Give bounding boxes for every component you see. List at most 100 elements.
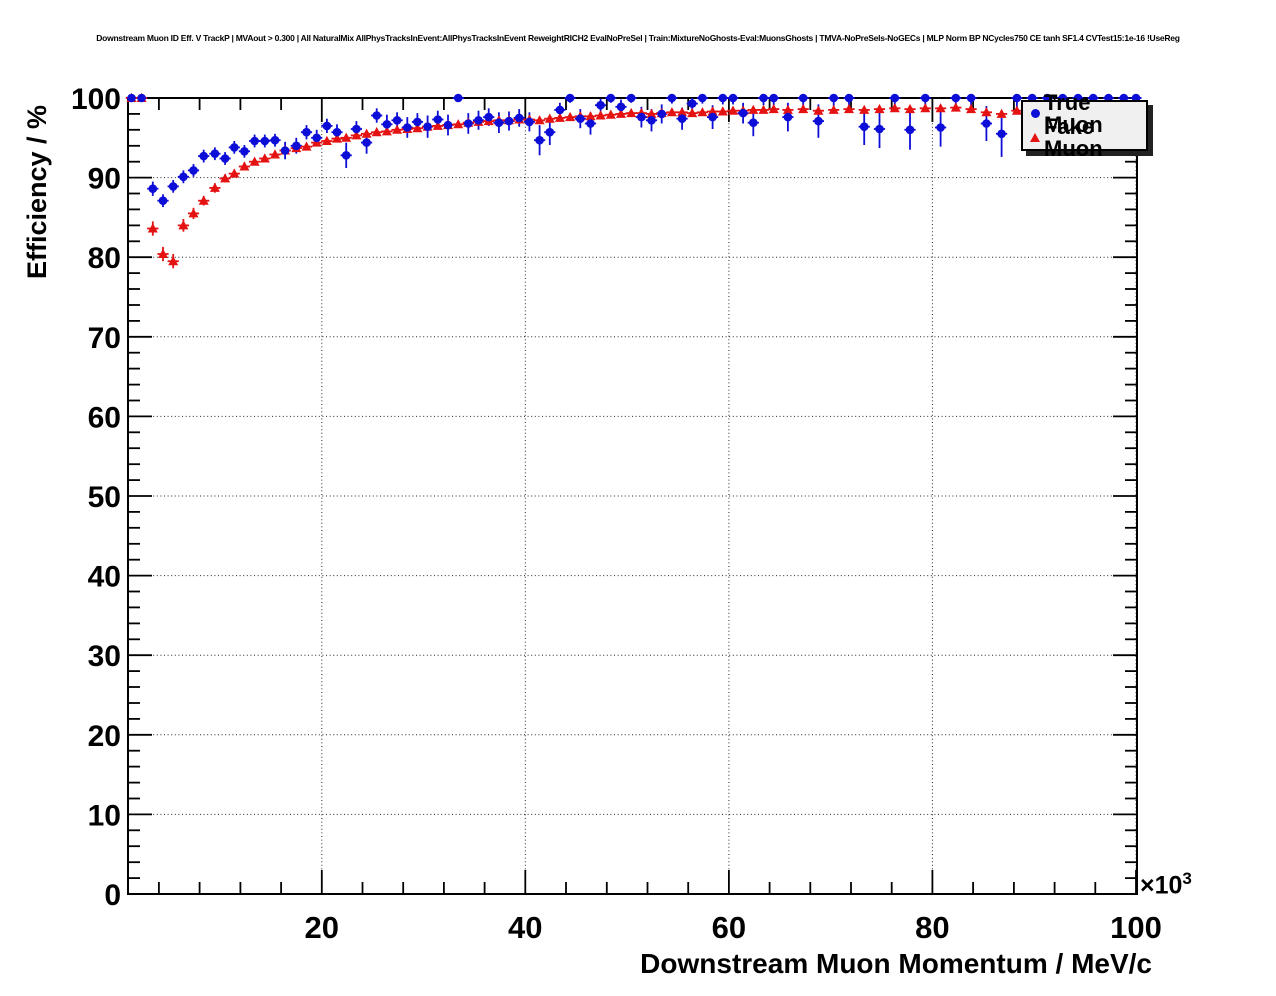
y-tick-label: 10 (88, 799, 121, 832)
fake-muon-point (626, 107, 637, 118)
true-muon-point (484, 112, 494, 122)
fake-muon-point (229, 168, 240, 178)
fake-muon-point (748, 104, 759, 114)
true-muon-point (403, 123, 412, 132)
true-muon-point (657, 109, 666, 119)
y-axis-title: Efficiency / % (22, 104, 52, 279)
true-muon-point (413, 117, 422, 127)
fake-muon-point (371, 127, 382, 137)
fake-muon-point (666, 107, 677, 117)
x-tick-label: 80 (915, 910, 949, 945)
y-tick-label: 40 (88, 561, 121, 594)
fake-muon-point (392, 124, 403, 134)
true-muon-point (382, 120, 392, 129)
true-muon-point (362, 138, 371, 147)
fake-muon-point (239, 161, 250, 171)
x-tick-label: 60 (712, 910, 746, 945)
true-muon-point (230, 143, 239, 152)
true-muon-point (936, 123, 945, 132)
fake-muon-point (981, 107, 992, 117)
true-muon-point (769, 93, 778, 103)
fake-muon-point (996, 108, 1007, 118)
fake-muon-point (321, 135, 332, 145)
true-muon-point (137, 93, 146, 103)
y-tick-label: 50 (88, 481, 121, 514)
fake-muon-point (687, 107, 698, 118)
true-muon-point (443, 120, 453, 130)
fake-muon-point (158, 248, 168, 258)
true-muon-point (199, 151, 208, 161)
y-tick-label: 60 (88, 401, 121, 434)
fake-muon-point (697, 107, 708, 117)
true-muon-point (312, 133, 322, 143)
fake-muon-point (534, 115, 545, 125)
fake-muon-point (168, 256, 179, 266)
fake-muon-point (966, 103, 977, 114)
fake-muon-point (728, 105, 738, 115)
true-muon-point (302, 127, 311, 137)
fake-muon-point (905, 103, 915, 114)
true-muon-point (341, 151, 351, 160)
true-muon-point (814, 116, 823, 126)
true-muon-point (535, 135, 544, 145)
fake-muon-point (301, 141, 312, 151)
true-muon-point (270, 135, 280, 145)
fake-muon-point (646, 108, 657, 118)
true-muon-point (647, 116, 656, 125)
y-tick-label: 20 (88, 720, 121, 753)
true-muon-point (433, 115, 443, 124)
fake-muon-point (220, 173, 231, 183)
fake-muon-point (565, 111, 576, 122)
fake-muon-point (351, 130, 362, 140)
true-muon-point (127, 93, 136, 103)
true-muon-marker-icon (1030, 109, 1040, 118)
y-tick-label: 80 (88, 242, 121, 275)
fake-muon-point (270, 149, 280, 159)
y-tick-label: 30 (88, 640, 121, 673)
true-muon-point (982, 119, 991, 128)
legend-entry-true-muon: True Muon (1023, 91, 1146, 135)
true-muon-point (189, 166, 198, 175)
fake-muon-point (341, 132, 352, 142)
x-axis-exponent-base: ×10 (1140, 871, 1183, 900)
true-muon-point (576, 114, 585, 123)
legend-label-true-muon: True Muon (1044, 89, 1103, 137)
x-tick-label: 20 (305, 910, 339, 945)
fake-muon-point (1011, 105, 1022, 115)
true-muon-point (352, 124, 361, 134)
true-muon-point (565, 93, 575, 103)
fake-muon-point (950, 102, 961, 112)
true-muon-point (708, 112, 717, 122)
true-muon-point (372, 111, 382, 120)
true-muon-point (966, 93, 976, 103)
fake-muon-point (432, 120, 443, 130)
true-muon-point (148, 184, 158, 193)
fake-muon-point (798, 103, 809, 114)
fake-muon-point (758, 104, 769, 114)
true-muon-point (392, 116, 402, 125)
fake-muon-point (585, 111, 596, 121)
true-muon-point (453, 93, 463, 103)
true-muon-point (179, 172, 188, 182)
true-muon-point (859, 122, 869, 131)
x-axis-exponent: ×103 (1140, 869, 1192, 900)
fake-muon-point (828, 104, 839, 114)
fake-muon-point (782, 104, 793, 114)
fake-muon-point (813, 105, 824, 115)
fake-muon-point (249, 156, 260, 166)
true-muon-point (738, 108, 748, 118)
fake-muon-point (453, 119, 464, 129)
fake-muon-point (889, 103, 900, 113)
true-muon-point (292, 141, 301, 151)
y-tick-label: 90 (88, 163, 121, 196)
true-muon-point (626, 93, 636, 103)
true-muon-point (168, 182, 178, 191)
fake-muon-point (198, 195, 209, 205)
fake-muon-point (554, 112, 565, 122)
true-muon-point (759, 93, 768, 103)
fake-muon-marker-icon (1030, 133, 1040, 142)
x-axis-title: Downstream Muon Momentum / MeV/c (640, 948, 1152, 979)
legend: True Muon Fake Muon (1021, 91, 1148, 159)
fake-muon-point (381, 126, 392, 136)
